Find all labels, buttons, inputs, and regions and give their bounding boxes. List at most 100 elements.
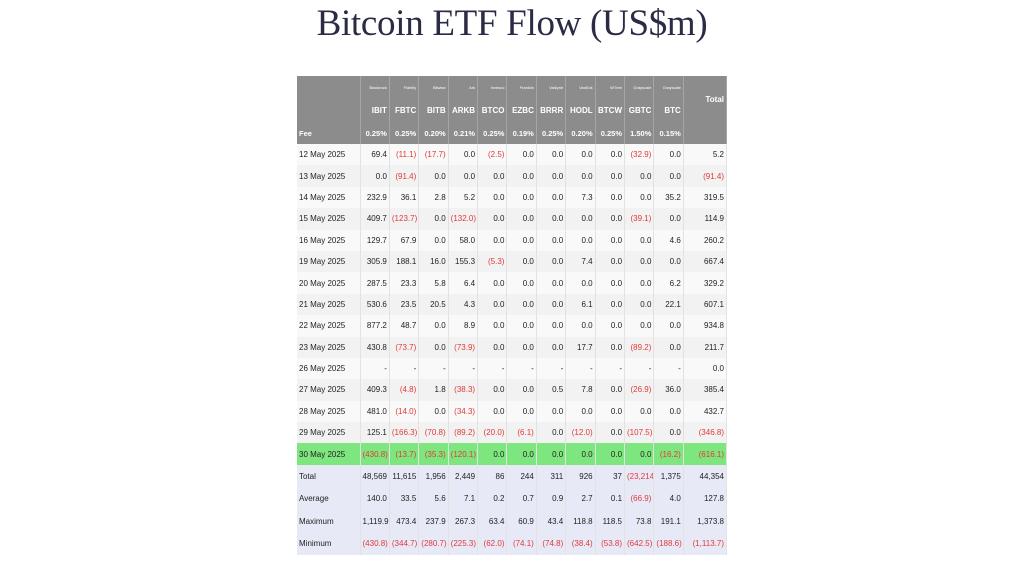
flow-value: 0.0 — [595, 336, 626, 358]
summary-value: (188.6) — [653, 532, 684, 555]
summary-value: 33.5 — [389, 487, 420, 510]
flow-value: (5.3) — [477, 250, 508, 273]
flow-value: - — [360, 357, 390, 380]
flow-value: 155.3 — [448, 250, 479, 273]
flow-value: - — [418, 357, 449, 380]
sponsor-label: Bitwise — [418, 76, 449, 98]
flow-value: (6.1) — [506, 422, 537, 444]
flow-value: 1.8 — [418, 379, 449, 401]
flow-value: 0.0 — [506, 186, 537, 209]
flow-value: - — [595, 357, 626, 380]
flow-value: 0.0 — [624, 315, 655, 337]
flow-value: (14.0) — [389, 400, 420, 423]
row-total: 114.9 — [683, 208, 728, 230]
flow-value: 0.0 — [595, 208, 626, 230]
flow-value: 36.1 — [389, 186, 420, 209]
row-date: 29 May 2025 — [297, 422, 361, 444]
flow-value: (123.7) — [389, 208, 420, 230]
daily-flows: 12 May 2025 69.4 (11.1) (17.7) 0.0 (2.5) 0.0 0.… — [297, 144, 728, 465]
flow-value: 0.0 — [477, 315, 508, 337]
fee-value: 0.20% — [418, 122, 449, 144]
flow-value: (166.3) — [389, 422, 420, 444]
ticker-label: BTC — [653, 98, 684, 122]
summary-value: 0.9 — [536, 487, 567, 510]
summary-value: 63.4 — [477, 509, 508, 533]
flow-value: 23.5 — [389, 293, 420, 316]
flow-value: (26.9) — [624, 379, 655, 401]
flow-value: 0.0 — [624, 165, 655, 187]
flow-value: 0.0 — [595, 422, 626, 444]
summary-value: (344.7) — [389, 532, 420, 555]
flow-value: 0.0 — [448, 165, 479, 187]
flow-value: (16.2) — [653, 443, 684, 465]
flow-value: 188.1 — [389, 250, 420, 273]
flow-value: (91.4) — [389, 165, 420, 187]
table-row: 16 May 2025 129.7 67.9 0.0 58.0 0.0 0.0 0.0 0.0 0… — [297, 229, 728, 251]
flow-value: 0.0 — [506, 250, 537, 273]
flow-value: 6.4 — [448, 272, 479, 294]
flow-value: 0.0 — [418, 315, 449, 337]
row-total: (616.1) — [683, 443, 728, 465]
flow-value: 0.0 — [595, 144, 626, 166]
flow-value: 0.0 — [418, 208, 449, 230]
flow-value: 0.0 — [536, 422, 567, 444]
flow-value: - — [448, 357, 479, 380]
flow-value: 4.6 — [653, 229, 684, 251]
flow-value: 0.0 — [653, 422, 684, 444]
flow-value: 0.0 — [624, 443, 655, 465]
flow-value: 6.1 — [565, 293, 596, 316]
flow-value: (32.9) — [624, 144, 655, 166]
fee-label: Fee — [297, 122, 361, 144]
summary-value: 2.7 — [565, 487, 596, 510]
flow-value: 409.7 — [360, 208, 390, 230]
etf-flow-table: Blackrock Fidelity Bitwise Ark Invesco Frankl… — [297, 76, 728, 555]
flow-value: 0.0 — [565, 400, 596, 423]
flow-value: 17.7 — [565, 336, 596, 358]
flow-value: 0.0 — [595, 293, 626, 316]
row-total: 432.7 — [683, 400, 728, 423]
summary-value: (74.1) — [506, 532, 537, 555]
summary-value: (62.0) — [477, 532, 508, 555]
row-date: 15 May 2025 — [297, 208, 361, 230]
flow-value: 20.5 — [418, 293, 449, 316]
summary-value: (66.9) — [624, 487, 655, 510]
flow-value: 0.0 — [477, 165, 508, 187]
flow-value: - — [477, 357, 508, 380]
ticker-label: ARKB — [448, 98, 479, 122]
row-date: 22 May 2025 — [297, 315, 361, 337]
ticker-label: BRRR — [536, 98, 567, 122]
flow-value: 0.5 — [536, 379, 567, 401]
flow-value: (89.2) — [624, 336, 655, 358]
summary-value: 73.8 — [624, 509, 655, 533]
summary-value: (642.5) — [624, 532, 655, 555]
flow-value: 0.0 — [565, 208, 596, 230]
flow-value: 0.0 — [653, 315, 684, 337]
flow-value: 0.0 — [506, 400, 537, 423]
summary-value: (74.8) — [536, 532, 567, 555]
flow-value: 0.0 — [536, 315, 567, 337]
flow-value: 0.0 — [653, 165, 684, 187]
fee-total-cell — [683, 122, 728, 144]
flow-value: 0.0 — [565, 144, 596, 166]
summary-value: 11,615 — [389, 464, 420, 488]
sponsor-label: VanEck — [565, 76, 596, 98]
flow-value: 0.0 — [477, 272, 508, 294]
fee-value: 0.25% — [477, 122, 508, 144]
row-date: 21 May 2025 — [297, 293, 361, 316]
flow-value: - — [506, 357, 537, 380]
table-row: 21 May 2025 530.6 23.5 20.5 4.3 0.0 0.0 0.0 6.1 0… — [297, 293, 728, 316]
summary-total: 1,373.8 — [683, 509, 728, 533]
table-row: 27 May 2025 409.3 (4.8) 1.8 (38.3) 0.0 0.0 0.5 7… — [297, 379, 728, 401]
flow-value: 6.2 — [653, 272, 684, 294]
flow-value: (13.7) — [389, 443, 420, 465]
flow-value: 0.0 — [624, 293, 655, 316]
sponsor-label: Ark — [448, 76, 479, 98]
table-row: 22 May 2025 877.2 48.7 0.0 8.9 0.0 0.0 0.0 0.0 0.… — [297, 315, 728, 337]
summary-value: 37 — [595, 464, 626, 488]
flow-value: 0.0 — [477, 336, 508, 358]
flow-value: (38.3) — [448, 379, 479, 401]
summary-value: (280.7) — [418, 532, 449, 555]
flow-value: 7.4 — [565, 250, 596, 273]
row-total: 934.8 — [683, 315, 728, 337]
flow-value: 0.0 — [595, 229, 626, 251]
